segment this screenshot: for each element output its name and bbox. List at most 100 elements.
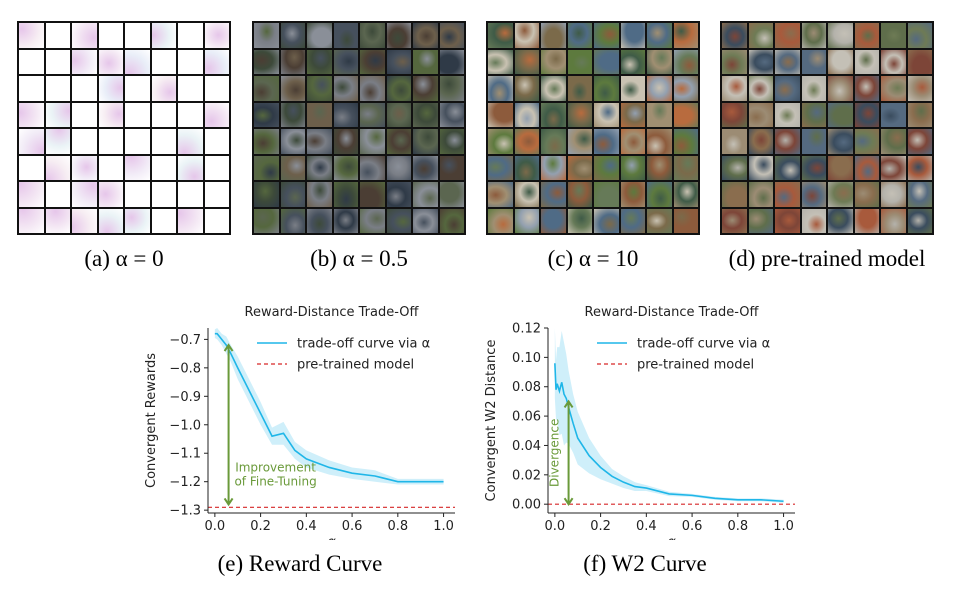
thumbnail [413,129,438,154]
thumbnail [439,129,464,154]
thumbnail [748,182,773,207]
y-tick-label: −1.1 [169,447,201,462]
thumbnail [748,155,773,180]
y-tick-label: −0.8 [169,361,201,376]
y-tick-label: −0.7 [169,333,201,348]
thumbnail [881,49,906,74]
thumbnail [828,23,853,48]
thumbnail [673,102,698,127]
thumbnail [594,208,619,233]
thumbnail [907,23,932,48]
thumbnail [828,182,853,207]
thumbnail [854,129,879,154]
thumbnail [620,76,645,101]
thumbnail [333,76,358,101]
thumbnail [204,102,229,127]
thumbnail [775,155,800,180]
thumbnail [801,155,826,180]
x-tick-label: 0.6 [682,519,703,534]
x-axis-label: α [667,535,676,540]
thumbnail [254,208,279,233]
thumbnail [647,208,672,233]
thumbnail [72,129,97,154]
thumbnail [594,155,619,180]
confidence-band [214,328,444,485]
thumbnail [673,155,698,180]
thumbnail [620,49,645,74]
chart-title: Reward-Distance Trade-Off [585,305,760,320]
thumbnail [125,182,150,207]
thumbnail [98,23,123,48]
thumbnail [254,182,279,207]
thumbnail [567,182,592,207]
thumbnail [594,182,619,207]
thumbnail [98,102,123,127]
thumbnail [907,102,932,127]
thumbnail [488,76,513,101]
thumbnail [620,23,645,48]
thumbnail [386,208,411,233]
thumbnail [254,155,279,180]
x-tick-label: 0.4 [296,519,317,534]
thumbnail [19,155,44,180]
thumbnail [19,76,44,101]
legend-label-curve: trade-off curve via α [297,337,430,352]
thumbnail [178,129,203,154]
thumbnail [280,182,305,207]
x-tick-label: 0.0 [205,519,226,534]
thumbnail [541,102,566,127]
thumbnail [98,76,123,101]
thumbnail [45,76,70,101]
thumbnail [748,49,773,74]
thumbnail [151,129,176,154]
thumbnail [151,102,176,127]
thumbnail [514,23,539,48]
thumbnail [386,129,411,154]
thumbnail [881,76,906,101]
thumbnail [647,129,672,154]
thumbnail [439,102,464,127]
thumbnail [307,182,332,207]
thumbnail [178,155,203,180]
thumbnail [881,155,906,180]
caption-f: (f) W2 Curve [583,551,707,576]
thumbnail [722,49,747,74]
annotation-label: of Fine-Tuning [234,475,316,489]
annotation-label: Improvement [235,461,316,475]
thumbnail [151,23,176,48]
thumbnail [647,182,672,207]
thumbnail [151,182,176,207]
thumbnail [881,208,906,233]
thumbnail [488,208,513,233]
thumbnail [594,76,619,101]
thumbnail [907,76,932,101]
thumbnail [567,23,592,48]
caption-b: (b) α = 0.5 [310,246,408,271]
thumbnail [854,76,879,101]
thumbnail [333,102,358,127]
thumbnail [673,129,698,154]
thumbnail [488,102,513,127]
thumbnail [801,49,826,74]
thumbnail [280,129,305,154]
thumbnail [125,208,150,233]
thumbnail [333,23,358,48]
x-tick-label: 0.2 [250,519,271,534]
thumbnail [620,155,645,180]
y-tick-label: 0.00 [512,498,541,513]
thumbnail [854,102,879,127]
x-tick-label: 0.4 [636,519,657,534]
thumbnail [801,208,826,233]
thumbnail [907,129,932,154]
annotation-arrowhead-bottom [223,497,234,507]
thumbnail [280,23,305,48]
thumbnail [98,129,123,154]
thumbnail [748,208,773,233]
thumbnail [722,155,747,180]
thumbnail [45,182,70,207]
thumbnail [673,23,698,48]
caption-d: (d) pre-trained model [728,246,926,271]
thumbnail [307,49,332,74]
x-tick-label: 0.8 [387,519,408,534]
thumbnail [45,208,70,233]
